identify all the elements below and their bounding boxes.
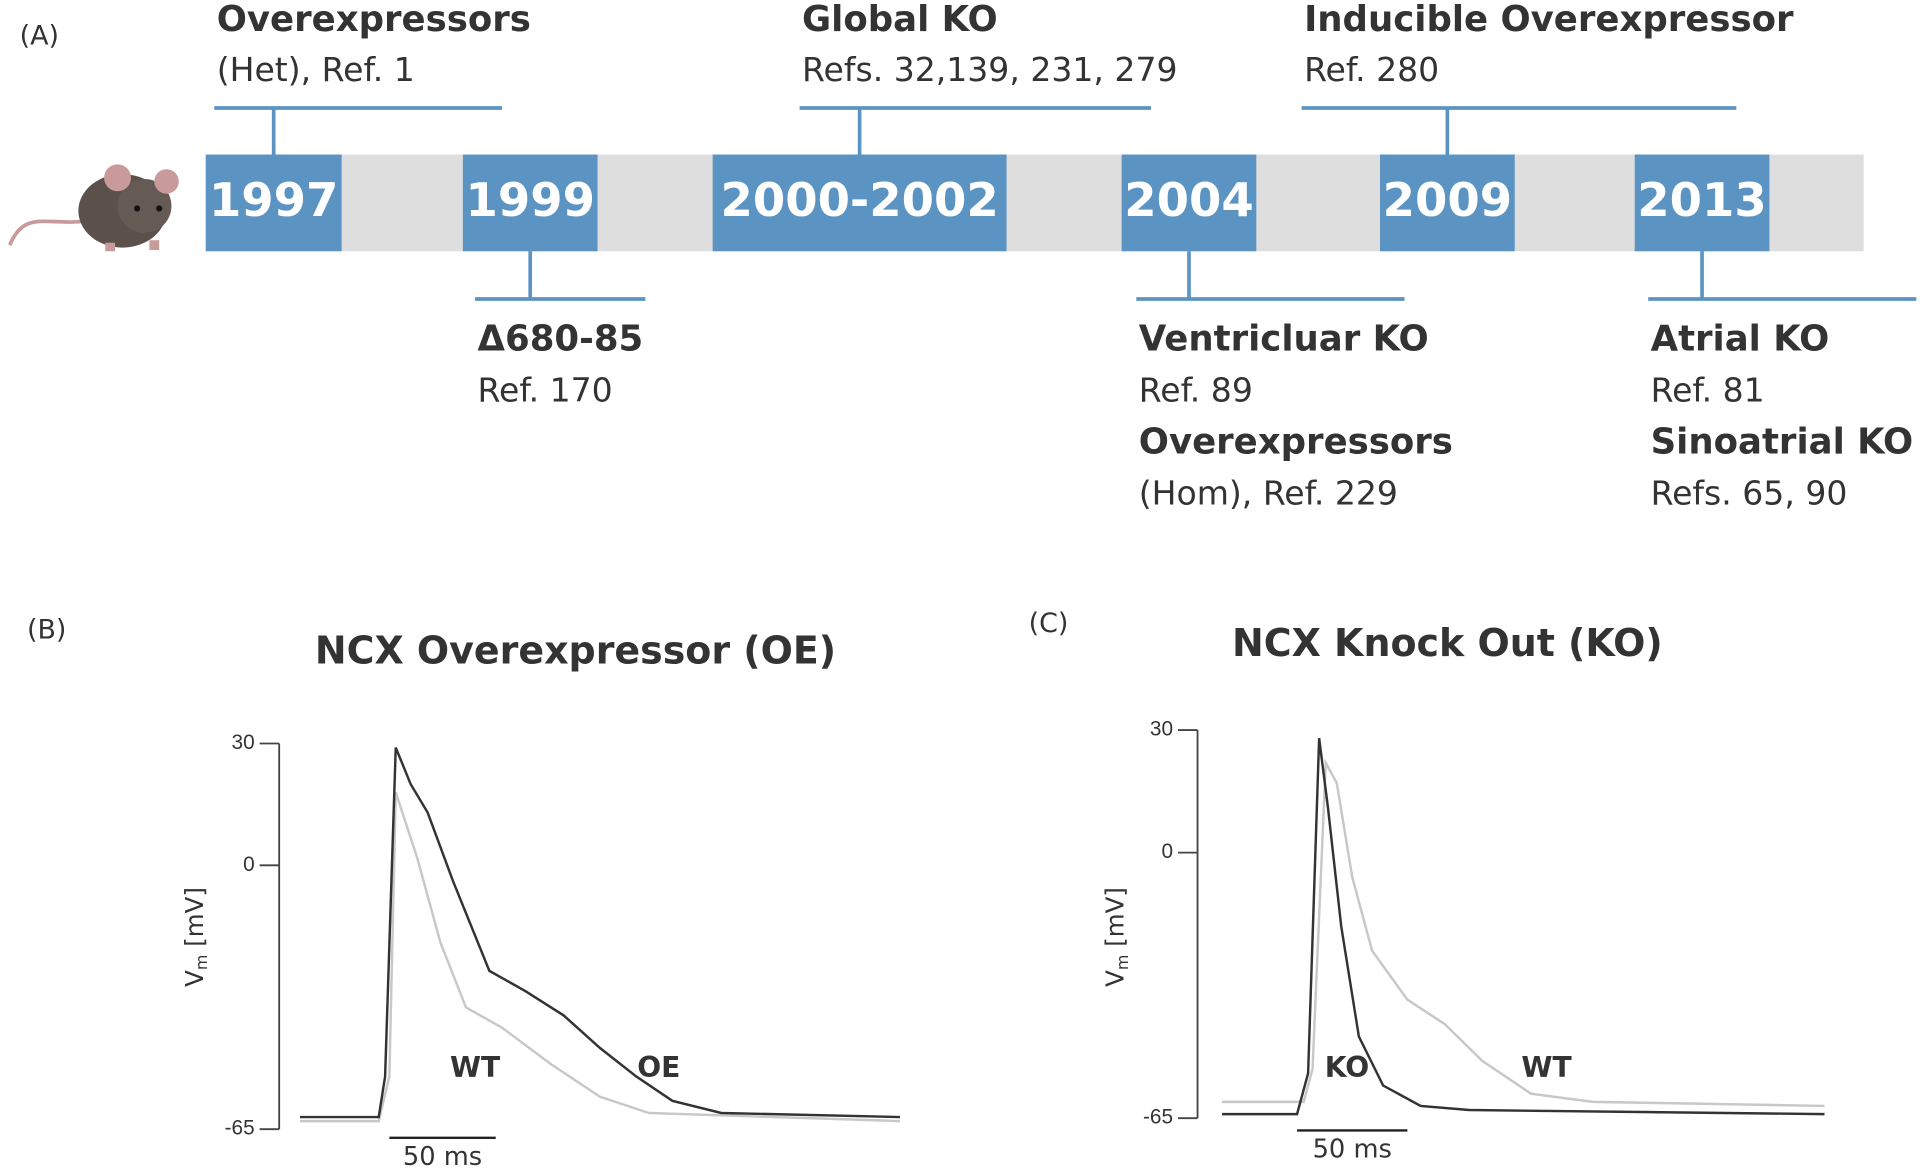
y-label-main: V (1101, 970, 1130, 987)
year-box (1121, 154, 1257, 252)
event-ref: Ref. 280 (1304, 50, 1439, 89)
event-title: Atrial KO (1651, 319, 1830, 360)
chart-title: NCX Overexpressor (OE) (315, 628, 836, 672)
charts: (B) NCX Overexpressor (OE) 30 0 -65 Vm [mV] WT… (27, 608, 1825, 1172)
y-label-unit: [mV] (1101, 887, 1130, 954)
series-label: WT (1521, 1051, 1572, 1084)
mouse-icon (8, 164, 179, 252)
y-tick-label: 30 (232, 731, 255, 754)
year-box (462, 154, 598, 252)
year-box (1380, 154, 1515, 252)
trace (1222, 738, 1825, 1116)
y-label-unit: [mV] (180, 887, 209, 954)
event-ref: Ref. 81 (1651, 371, 1765, 410)
year-box (205, 154, 342, 252)
year-box (1634, 154, 1770, 252)
trace (1222, 758, 1825, 1108)
event-title: Overexpressors (217, 0, 531, 40)
year-label: 1997 (209, 173, 338, 227)
series-label: WT (450, 1051, 501, 1084)
panel-label: (B) (27, 614, 66, 645)
year-label: 2004 (1124, 173, 1253, 227)
y-label-sub: m (192, 955, 211, 971)
trace (300, 791, 901, 1123)
event-ref: Ref. 89 (1139, 371, 1253, 410)
y-tick-label: -65 (1143, 1106, 1173, 1129)
event-ref: Refs. 32,139, 231, 279 (802, 50, 1177, 89)
y-axis-label: Vm [mV] (180, 887, 211, 987)
event-title: Sinoatrial KO (1651, 422, 1914, 463)
panel-label: (A) (20, 20, 59, 51)
y-tick-label: 30 (1150, 718, 1173, 741)
event-ref: (Het), Ref. 1 (217, 50, 415, 89)
series-label: KO (1325, 1051, 1370, 1084)
scale-bar-label: 50 ms (1313, 1135, 1392, 1165)
year-label: 2000-2002 (720, 173, 998, 227)
event-title: Inducible Overexpressor (1304, 0, 1794, 40)
event-title: Global KO (802, 0, 998, 40)
y-label-main: V (180, 970, 209, 987)
year-label: 1999 (465, 173, 594, 227)
y-tick-label: 0 (1161, 840, 1173, 863)
event-title: Δ680-85 (478, 319, 644, 360)
y-tick-label: -65 (225, 1117, 255, 1140)
event-ref: (Hom), Ref. 229 (1139, 473, 1398, 512)
timeline-bar (205, 154, 1864, 252)
event-ref: Refs. 65, 90 (1651, 473, 1848, 512)
y-tick-label: 0 (243, 853, 255, 876)
event-ref: Ref. 170 (478, 371, 613, 410)
year-label: 2013 (1637, 173, 1766, 227)
series-label: OE (637, 1051, 680, 1084)
chart-title: NCX Knock Out (KO) (1232, 621, 1663, 665)
event-title: Overexpressors (1139, 422, 1453, 463)
scale-bar-label: 50 ms (403, 1142, 482, 1172)
year-box (712, 154, 1007, 252)
y-axis-label: Vm [mV] (1101, 887, 1132, 987)
panel-label: (C) (1029, 608, 1069, 639)
y-label-sub: m (1112, 955, 1131, 971)
timeline: 1997 Overexpressors (Het), Ref. 1 1999 Δ680-… (205, 0, 1917, 512)
year-label: 2009 (1383, 173, 1512, 227)
event-title: Ventricluar KO (1139, 319, 1429, 360)
trace (300, 747, 901, 1119)
